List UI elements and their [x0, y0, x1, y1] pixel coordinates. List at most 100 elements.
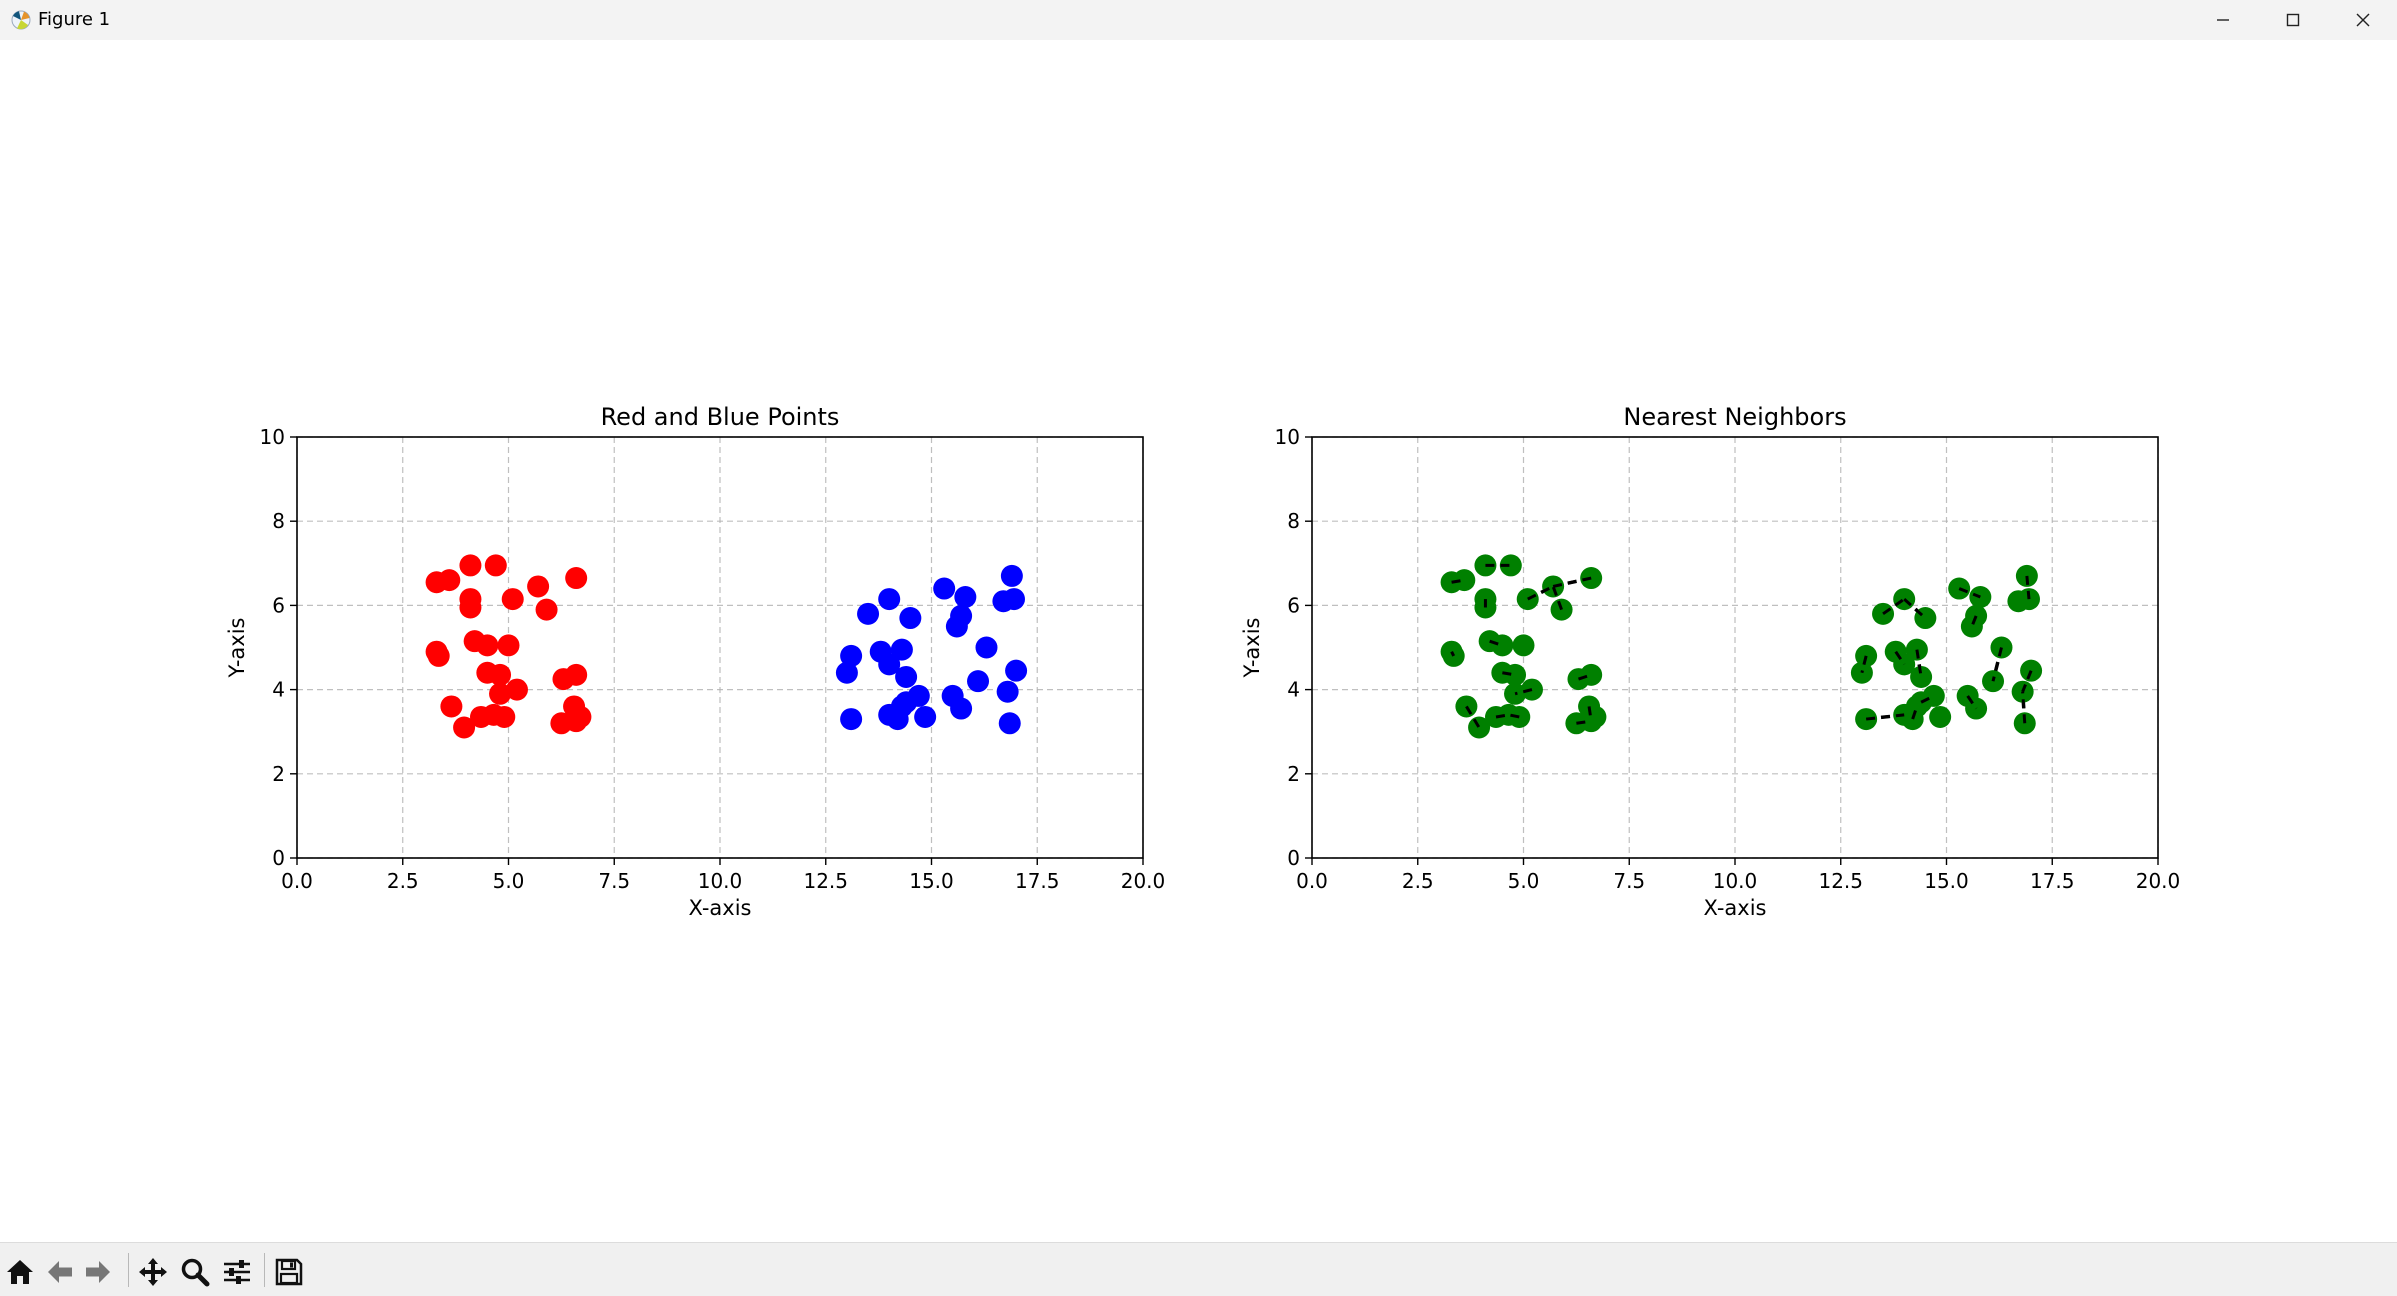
neighbor-link-overlay [1970, 615, 1978, 628]
home-button[interactable] [3, 1255, 37, 1289]
data-point [565, 663, 588, 686]
neighbor-link-overlay [1514, 688, 1533, 696]
data-point [1960, 615, 1983, 638]
data-point [1002, 588, 1025, 611]
data-point [998, 712, 1021, 735]
toolbar-separator [264, 1253, 265, 1287]
data-point [835, 661, 858, 684]
save-icon [275, 1258, 303, 1286]
x-tick-label: 2.5 [1402, 869, 1434, 893]
chart-1: 0.0 2.5 5.0 7.5 10.0 12.5 15.0 17.5 20.0 0 2 4 6 8 10 R… [225, 403, 1165, 920]
data-point [535, 598, 558, 621]
data-point [1005, 659, 1028, 682]
chart-title: Red and Blue Points [601, 403, 840, 431]
navigation-toolbar [0, 1242, 2397, 1296]
data-point [497, 634, 520, 657]
maximize-icon [2286, 13, 2300, 27]
data-point [840, 644, 863, 667]
neighbor-link-overlay [2021, 691, 2027, 724]
data-point [565, 567, 588, 590]
figure-canvas[interactable]: 0.0 2.5 5.0 7.5 10.0 12.5 15.0 17.5 20.0 0 2 4 6 8 10 R… [0, 40, 2397, 1242]
x-tick-label: 15.0 [1924, 869, 1969, 893]
data-point [489, 663, 512, 686]
neighbor-link-overlay [1882, 597, 1906, 616]
y-tick-label: 0 [1287, 846, 1300, 870]
data-point [493, 705, 516, 728]
close-icon [2356, 13, 2370, 27]
data-point [840, 708, 863, 731]
forward-button[interactable] [81, 1255, 115, 1289]
neighbor-link-overlay [2025, 575, 2031, 600]
y-axis-label: Y-axis [1240, 618, 1264, 679]
data-point [975, 636, 998, 659]
data-point [1499, 554, 1522, 577]
neighbor-link-overlay [1920, 694, 1935, 704]
data-point [569, 705, 592, 728]
x-tick-label: 17.5 [2030, 869, 2075, 893]
data-point [954, 585, 977, 608]
pan-button[interactable] [136, 1255, 170, 1289]
data-point [907, 684, 930, 707]
data-point [1504, 663, 1527, 686]
data-point [1491, 634, 1514, 657]
x-tick-label: 7.5 [1613, 869, 1645, 893]
neighbor-link-overlay [1495, 713, 1509, 719]
chart-2: 0.0 2.5 5.0 7.5 10.0 12.5 15.0 17.5 20.0 0 2 4 6 8 10 N… [1240, 403, 2180, 920]
minimize-button[interactable] [2188, 0, 2258, 40]
y-tick-label: 4 [272, 678, 285, 702]
data-point [527, 575, 550, 598]
neighbor-link-overlay [1587, 706, 1593, 722]
data-point [996, 680, 1019, 703]
x-tick-label: 5.0 [493, 869, 525, 893]
close-button[interactable] [2328, 0, 2397, 40]
data-point [899, 607, 922, 630]
y-tick-label: 0 [272, 846, 285, 870]
matplotlib-app-icon [11, 10, 31, 30]
back-button[interactable] [43, 1255, 77, 1289]
data-point [1929, 705, 1952, 728]
data-point [1922, 684, 1945, 707]
neighbor-link-overlay [1860, 655, 1868, 674]
y-axis-label: Y-axis [225, 618, 249, 679]
zoom-icon [181, 1258, 210, 1287]
home-icon [7, 1260, 33, 1284]
maximize-button[interactable] [2258, 0, 2328, 40]
y-tick-label: 2 [1287, 762, 1300, 786]
x-tick-label: 5.0 [1508, 869, 1540, 893]
data-point [489, 682, 512, 705]
data-point [453, 716, 476, 739]
data-point [1453, 569, 1476, 592]
x-tick-label: 15.0 [909, 869, 954, 893]
x-tick-label: 12.5 [803, 869, 848, 893]
data-point [890, 638, 913, 661]
x-tick-label: 20.0 [2136, 869, 2181, 893]
pan-icon [139, 1258, 167, 1286]
neighbor-link-overlay [1865, 713, 1905, 721]
zoom-button[interactable] [178, 1255, 212, 1289]
data-point [857, 602, 880, 625]
data-point [914, 705, 937, 728]
x-tick-label: 10.0 [1713, 869, 1758, 893]
neighbor-link-overlay [1576, 719, 1592, 725]
data-point [1468, 716, 1491, 739]
save-button[interactable] [272, 1255, 306, 1289]
data-point [967, 670, 990, 693]
x-tick-label: 0.0 [1296, 869, 1328, 893]
data-point [1000, 564, 1023, 587]
figure-svg: 0.0 2.5 5.0 7.5 10.0 12.5 15.0 17.5 20.00246810R… [225, 403, 2180, 920]
neighbor-link-overlay [1502, 671, 1516, 677]
neighbor-link-overlay [1966, 695, 1978, 710]
data-point [427, 644, 450, 667]
x-axis-label: X-axis [1704, 896, 1767, 920]
neighbor-link-overlay [1991, 647, 2003, 682]
chart-title: Nearest Neighbors [1623, 403, 1846, 431]
y-tick-label: 2 [272, 762, 285, 786]
y-tick-label: 8 [272, 509, 285, 533]
neighbor-link-overlay [1552, 576, 1592, 588]
neighbor-link-overlay [1489, 639, 1503, 647]
neighbor-link-overlay [1958, 587, 1981, 599]
configure-subplots-button[interactable] [220, 1255, 254, 1289]
data-point [1512, 634, 1535, 657]
x-tick-label: 7.5 [598, 869, 630, 893]
neighbor-link-overlay [1451, 578, 1465, 584]
